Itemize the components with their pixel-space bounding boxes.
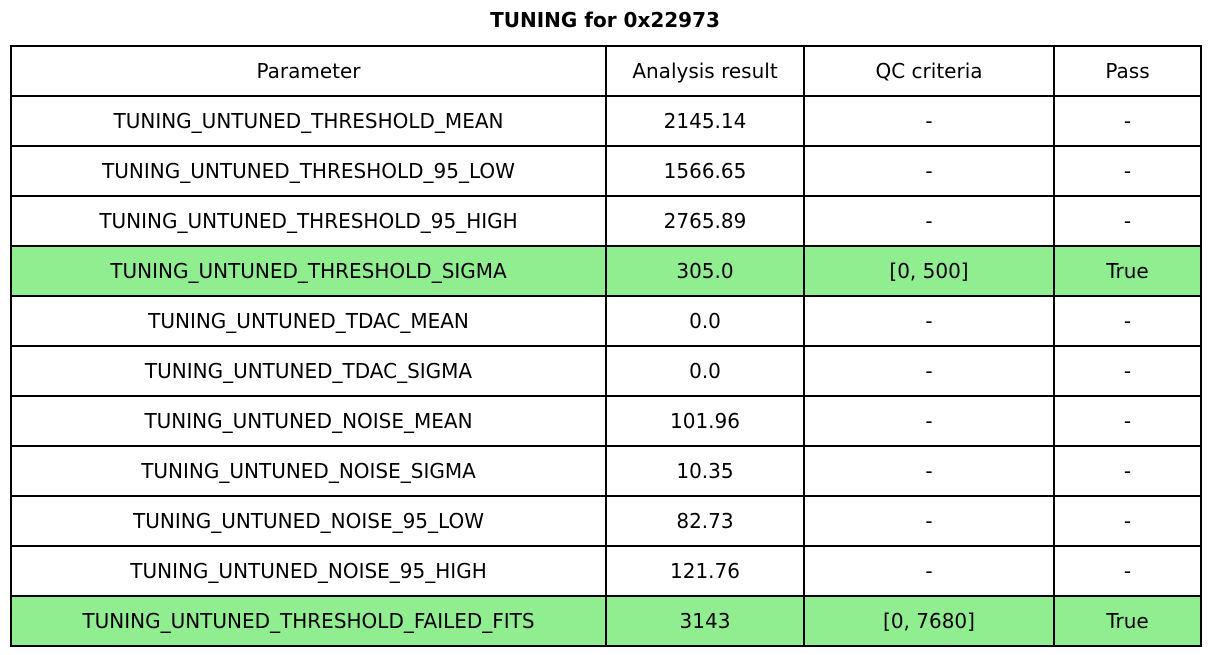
parameter-cell: TUNING_UNTUNED_TDAC_SIGMA [10, 345, 607, 397]
analysis-result-cell: 101.96 [605, 395, 805, 447]
qc-criteria-cell: - [803, 95, 1055, 147]
analysis-result-cell: 2765.89 [605, 195, 805, 247]
column-header-analysis-result: Analysis result [605, 45, 805, 97]
qc-criteria-cell: - [803, 195, 1055, 247]
analysis-result-cell: 2145.14 [605, 95, 805, 147]
parameter-cell: TUNING_UNTUNED_THRESHOLD_SIGMA [10, 245, 607, 297]
pass-cell: - [1053, 345, 1202, 397]
pass-cell: - [1053, 95, 1202, 147]
qc-criteria-cell: - [803, 145, 1055, 197]
analysis-result-cell: 121.76 [605, 545, 805, 597]
parameter-cell: TUNING_UNTUNED_NOISE_95_LOW [10, 495, 607, 547]
pass-cell: True [1053, 595, 1202, 647]
pass-cell: - [1053, 395, 1202, 447]
analysis-result-cell: 305.0 [605, 245, 805, 297]
qc-criteria-cell: - [803, 445, 1055, 497]
pass-cell: - [1053, 445, 1202, 497]
analysis-result-cell: 0.0 [605, 345, 805, 397]
pass-cell: - [1053, 195, 1202, 247]
table-row: TUNING_UNTUNED_NOISE_95_HIGH 121.76 - - [10, 545, 1202, 597]
table-row: TUNING_UNTUNED_TDAC_SIGMA 0.0 - - [10, 345, 1202, 397]
parameter-cell: TUNING_UNTUNED_TDAC_MEAN [10, 295, 607, 347]
qc-criteria-cell: - [803, 295, 1055, 347]
analysis-result-cell: 3143 [605, 595, 805, 647]
pass-cell: - [1053, 295, 1202, 347]
pass-cell: - [1053, 545, 1202, 597]
table-row: TUNING_UNTUNED_NOISE_SIGMA 10.35 - - [10, 445, 1202, 497]
table-row: TUNING_UNTUNED_THRESHOLD_SIGMA 305.0 [0,… [10, 245, 1202, 297]
page-title: TUNING for 0x22973 [490, 8, 720, 32]
qc-criteria-cell: - [803, 495, 1055, 547]
parameter-cell: TUNING_UNTUNED_NOISE_95_HIGH [10, 545, 607, 597]
analysis-result-cell: 0.0 [605, 295, 805, 347]
analysis-result-cell: 1566.65 [605, 145, 805, 197]
analysis-result-cell: 82.73 [605, 495, 805, 547]
header-row: Parameter Analysis result QC criteria Pa… [10, 45, 1202, 97]
table-row: TUNING_UNTUNED_THRESHOLD_95_HIGH 2765.89… [10, 195, 1202, 247]
parameter-cell: TUNING_UNTUNED_THRESHOLD_MEAN [10, 95, 607, 147]
pass-cell: - [1053, 495, 1202, 547]
pass-cell: - [1053, 145, 1202, 197]
qc-criteria-cell: [0, 7680] [803, 595, 1055, 647]
column-header-qc-criteria: QC criteria [803, 45, 1055, 97]
parameter-cell: TUNING_UNTUNED_NOISE_SIGMA [10, 445, 607, 497]
parameter-cell: TUNING_UNTUNED_NOISE_MEAN [10, 395, 607, 447]
table-row: TUNING_UNTUNED_NOISE_95_LOW 82.73 - - [10, 495, 1202, 547]
qc-criteria-cell: - [803, 395, 1055, 447]
table-row: TUNING_UNTUNED_THRESHOLD_95_LOW 1566.65 … [10, 145, 1202, 197]
table-row: TUNING_UNTUNED_THRESHOLD_FAILED_FITS 314… [10, 595, 1202, 647]
analysis-result-cell: 10.35 [605, 445, 805, 497]
qc-criteria-cell: - [803, 545, 1055, 597]
pass-cell: True [1053, 245, 1202, 297]
qc-criteria-cell: [0, 500] [803, 245, 1055, 297]
parameter-cell: TUNING_UNTUNED_THRESHOLD_95_HIGH [10, 195, 607, 247]
parameter-cell: TUNING_UNTUNED_THRESHOLD_FAILED_FITS [10, 595, 607, 647]
column-header-parameter: Parameter [10, 45, 607, 97]
qc-criteria-cell: - [803, 345, 1055, 397]
table-row: TUNING_UNTUNED_TDAC_MEAN 0.0 - - [10, 295, 1202, 347]
parameter-cell: TUNING_UNTUNED_THRESHOLD_95_LOW [10, 145, 607, 197]
table-row: TUNING_UNTUNED_THRESHOLD_MEAN 2145.14 - … [10, 95, 1202, 147]
table-row: TUNING_UNTUNED_NOISE_MEAN 101.96 - - [10, 395, 1202, 447]
column-header-pass: Pass [1053, 45, 1202, 97]
qc-results-table: Parameter Analysis result QC criteria Pa… [10, 45, 1202, 647]
